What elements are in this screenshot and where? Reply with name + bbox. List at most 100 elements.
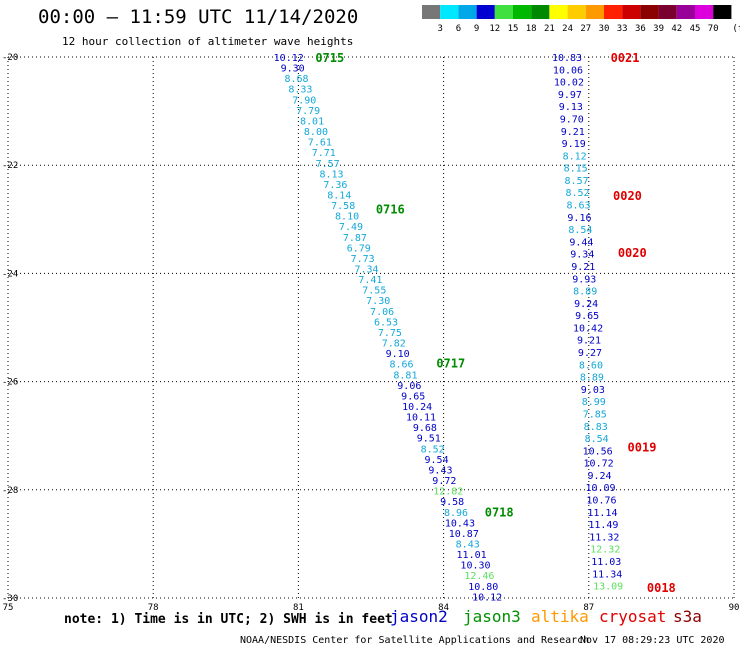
wave-height-label: 9.16 — [567, 213, 591, 224]
wave-height-label: 9.06 — [397, 381, 421, 392]
wave-height-label: 11.32 — [589, 532, 619, 543]
wave-height-label: 7.49 — [339, 222, 363, 233]
wave-height-label: 9.70 — [560, 114, 584, 125]
wave-height-label: 12.32 — [590, 545, 620, 556]
wave-height-label: 9.13 — [559, 102, 583, 113]
legend-swatch — [476, 5, 495, 19]
wave-height-label: 11.49 — [588, 520, 618, 531]
wave-height-label: 8.54 — [568, 225, 592, 236]
wave-height-label: 8.52 — [421, 444, 445, 455]
wave-height-label: 10.87 — [449, 529, 479, 540]
wave-height-label: 8.89 — [580, 373, 604, 384]
legend-label: 3 — [437, 24, 442, 34]
wave-height-label: 9.21 — [561, 127, 585, 138]
wave-height-label: 9.51 — [417, 434, 441, 445]
legend-swatch — [513, 5, 532, 19]
wave-height-label: 8.83 — [584, 422, 608, 433]
legend-label: 36 — [635, 24, 646, 34]
wave-height-label: 8.99 — [582, 397, 606, 408]
x-tick-label: 90 — [729, 603, 740, 613]
wave-height-label: 9.21 — [577, 336, 601, 347]
wave-height-label: 9.58 — [440, 497, 464, 508]
wave-height-label: 7.55 — [362, 286, 386, 297]
satellite-label-cryosat: cryosat — [599, 607, 667, 626]
wave-height-label: 8.81 — [393, 370, 417, 381]
wave-height-label: 10.83 — [552, 53, 582, 64]
wave-height-label: 8.10 — [335, 212, 359, 223]
wave-height-label: 9.27 — [578, 348, 602, 359]
wave-height-label: 7.73 — [351, 254, 375, 265]
wave-height-label: 9.21 — [571, 262, 595, 273]
wave-height-label: 7.61 — [308, 138, 332, 149]
legend-swatch — [494, 5, 513, 19]
wave-height-label: 11.01 — [457, 550, 487, 561]
legend-label: 18 — [526, 24, 537, 34]
wave-height-label: 10.09 — [585, 483, 615, 494]
wave-height-label: 12.46 — [464, 571, 494, 582]
legend-swatch — [585, 5, 604, 19]
legend-swatch — [422, 5, 441, 19]
wave-height-label: 8.43 — [456, 539, 480, 550]
wave-height-label: 6.79 — [347, 243, 371, 254]
legend-unit: (ft) — [732, 24, 740, 34]
wave-height-label: 8.14 — [327, 190, 351, 201]
data-labels: 10.129.308.688.337.907.798.018.007.617.7… — [274, 51, 676, 603]
wave-height-label: 9.44 — [569, 237, 593, 248]
legend-swatch — [604, 5, 623, 19]
wave-height-label: 9.19 — [562, 139, 586, 150]
wave-height-label: 7.90 — [292, 95, 316, 106]
y-tick-label: -22 — [2, 161, 18, 171]
wave-height-label: 10.72 — [584, 459, 614, 470]
legend-swatch — [640, 5, 659, 19]
wave-height-label: 11.34 — [592, 569, 622, 580]
wave-height-label: 9.72 — [432, 476, 456, 487]
wave-height-label: 6.53 — [374, 317, 398, 328]
legend-label: 39 — [653, 24, 664, 34]
wave-height-label: 8.68 — [284, 74, 308, 85]
wave-height-label: 9.03 — [581, 385, 605, 396]
legend-label: 15 — [508, 24, 519, 34]
satellite-label-s3a: s3a — [673, 607, 702, 626]
wave-height-label: 7.34 — [354, 265, 378, 276]
pass-time-label: 0018 — [647, 581, 676, 595]
wave-height-label: 9.65 — [575, 311, 599, 322]
satellite-label-jason2: jason2 — [390, 607, 448, 626]
pass-time-label: 0716 — [376, 202, 405, 216]
wave-height-label: 8.57 — [565, 176, 589, 187]
wave-height-label: 7.06 — [370, 307, 394, 318]
wave-height-label: 7.36 — [323, 180, 347, 191]
wave-height-label: 10.12 — [274, 53, 304, 64]
wave-height-label: 8.60 — [579, 360, 603, 371]
wave-height-label: 8.52 — [565, 188, 589, 199]
y-tick-label: -24 — [2, 269, 18, 279]
legend-swatch — [622, 5, 641, 19]
wave-height-label: 9.93 — [572, 274, 596, 285]
pass-time-label: 0020 — [613, 189, 642, 203]
wave-height-label: 9.24 — [588, 471, 612, 482]
wave-height-label: 9.30 — [281, 64, 305, 75]
wave-height-label: 9.10 — [386, 349, 410, 360]
legend-swatch — [440, 5, 459, 19]
wave-height-label: 10.06 — [553, 65, 583, 76]
wave-height-label: 7.85 — [583, 409, 607, 420]
legend-swatch — [695, 5, 714, 19]
wave-height-label: 7.82 — [382, 339, 406, 350]
legend-label: 9 — [474, 24, 479, 34]
wave-height-label: 8.33 — [288, 85, 312, 96]
wave-height-label: 8.96 — [444, 508, 468, 519]
wave-height-label: 12.82 — [433, 487, 463, 498]
wave-height-label: 10.56 — [583, 446, 613, 457]
legend-swatch — [531, 5, 550, 19]
legend-swatch — [567, 5, 586, 19]
legend-label: 21 — [544, 24, 555, 34]
wave-height-label: 9.43 — [428, 465, 452, 476]
x-tick-label: 84 — [438, 603, 449, 613]
legend-label: 6 — [456, 24, 461, 34]
wave-height-label: 8.15 — [564, 164, 588, 175]
wave-height-label: 10.42 — [573, 323, 603, 334]
pass-time-label: 0021 — [611, 51, 640, 65]
wave-height-label: 10.24 — [402, 402, 432, 413]
wave-height-label: 11.14 — [587, 508, 617, 519]
footer-source: NOAA/NESDIS Center for Satellite Applica… — [240, 635, 590, 646]
legend-swatch — [676, 5, 695, 19]
